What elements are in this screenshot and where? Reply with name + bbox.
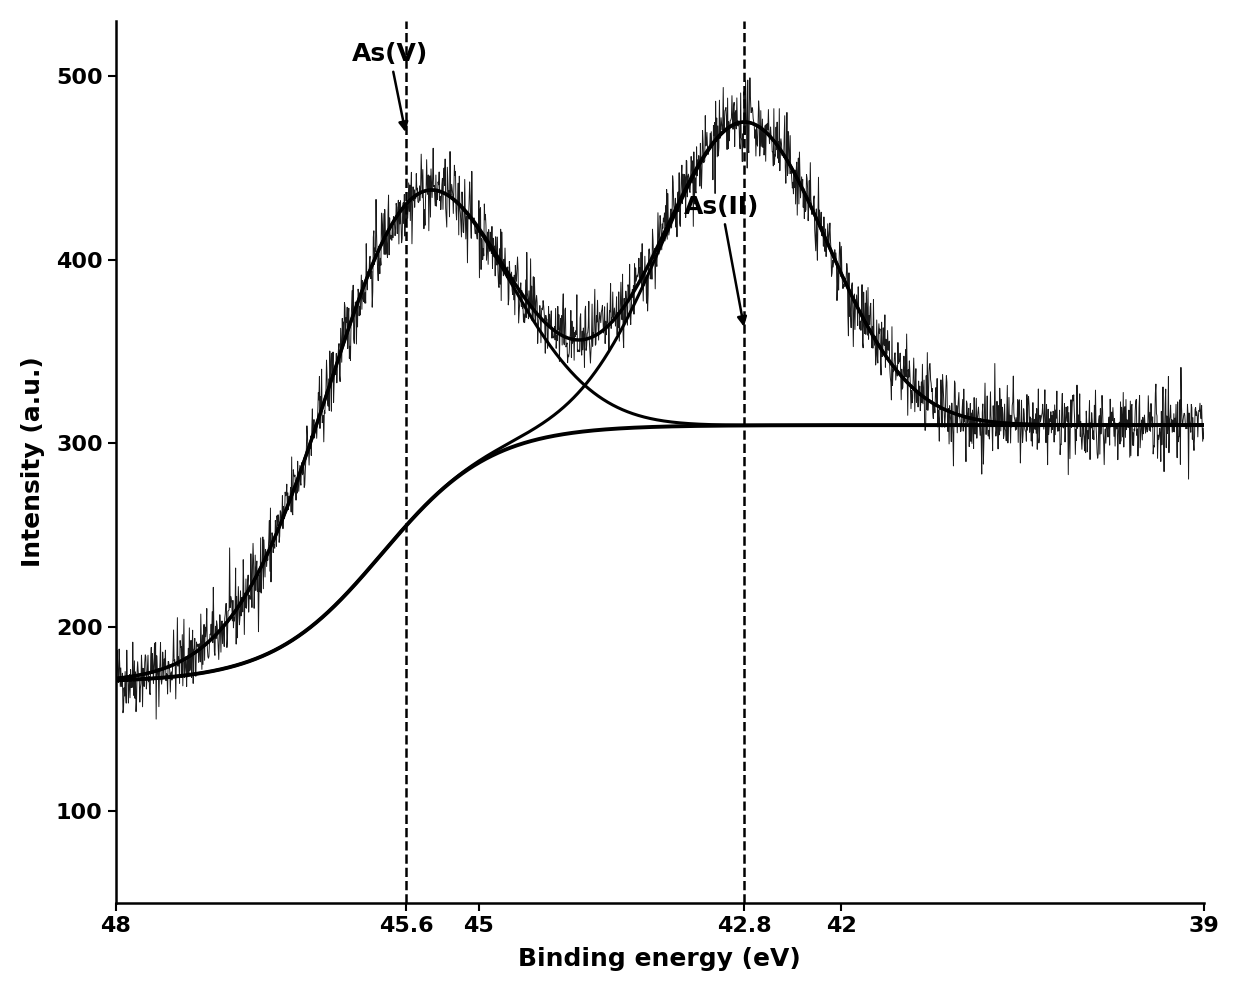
- Y-axis label: Intensity (a.u.): Intensity (a.u.): [21, 356, 45, 567]
- Text: As(V): As(V): [352, 43, 428, 129]
- X-axis label: Binding energy (eV): Binding energy (eV): [518, 947, 801, 971]
- Text: As(II): As(II): [684, 194, 759, 324]
